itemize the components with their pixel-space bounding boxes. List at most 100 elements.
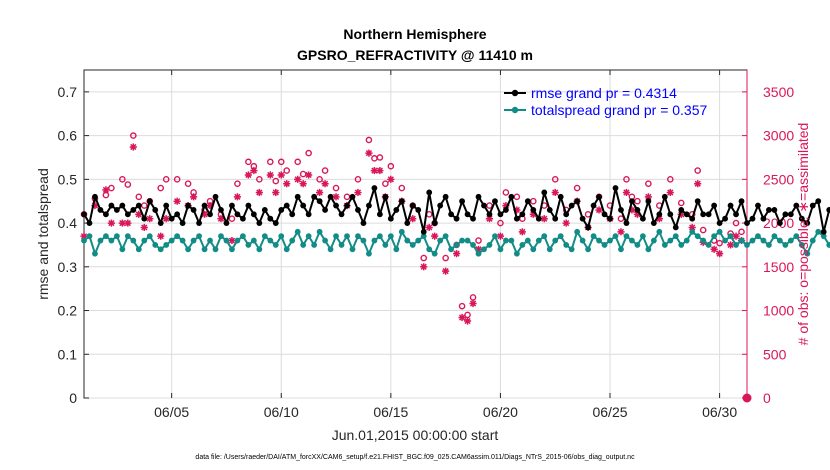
rmse-point-98: [618, 207, 624, 213]
rmse-point-78: [508, 193, 515, 200]
rmse-point-46: [333, 202, 339, 209]
rmse-series: [81, 185, 830, 235]
totalspread-point-113: [700, 237, 707, 244]
obs-assimilated-point-64: [617, 228, 625, 236]
rmse-point-60: [409, 202, 416, 209]
rmse-point-18: [179, 220, 186, 226]
obs-assimilated-point-17: [217, 215, 225, 223]
y-right-tick-label-5: 2500: [763, 171, 794, 187]
obs-possible-point-78: [732, 219, 740, 227]
totalspread-point-53: [371, 237, 378, 244]
totalspread-point-122: [749, 237, 756, 244]
rmse-point-0: [81, 211, 87, 218]
rmse-point-38: [289, 211, 296, 218]
y-right-tick-label-7: 3500: [763, 84, 794, 100]
rmse-point-107: [667, 211, 674, 218]
totalspread-point-3: [97, 237, 104, 244]
obs-assimilated-point-56: [529, 210, 537, 218]
totalspread-point-90: [574, 228, 581, 235]
totalspread-point-125: [766, 242, 772, 248]
rmse-point-76: [497, 211, 504, 218]
legend-rmse-marker: [511, 89, 519, 97]
obs-assimilated-point-4: [118, 219, 126, 227]
obs-assimilated-point-49: [469, 299, 477, 308]
rmse-point-79: [513, 215, 520, 222]
obs-assimilated-point-32: [332, 193, 340, 201]
obs-assimilated-point-22: [255, 188, 263, 197]
rmse-point-101: [634, 207, 641, 213]
totalspread-point-75: [492, 233, 498, 240]
obs-assimilated-point-36: [370, 166, 379, 175]
obs-possible-point-35: [365, 136, 373, 144]
rmse-point-44: [322, 207, 328, 213]
rmse-point-16: [168, 215, 175, 222]
obs-possible-point-40: [398, 184, 406, 192]
obs-assimilated-point-50: [474, 245, 483, 253]
obs-assimilated-point-29: [305, 171, 313, 179]
obs-outlier-marker: [742, 393, 752, 403]
totalspread-point-134: [815, 228, 822, 235]
x-axis-label: Jun.01,2015 00:00:00 start: [332, 427, 499, 443]
obs-assimilated-point-28: [299, 180, 307, 188]
rmse-point-9: [130, 207, 137, 213]
totalspread-point-19: [185, 246, 192, 253]
totalspread-point-4: [103, 233, 109, 240]
rmse-point-21: [196, 220, 202, 226]
x-tick-label-5: 06/30: [702, 404, 737, 420]
rmse-point-11: [141, 215, 148, 222]
obs-assimilated-point-57: [540, 215, 548, 223]
obs-assimilated-point-16: [206, 201, 214, 210]
rmse-point-125: [766, 207, 772, 213]
totalspread-point-80: [519, 242, 526, 248]
rmse-point-69: [459, 198, 465, 205]
totalspread-point-128: [782, 242, 789, 248]
rmse-point-1: [86, 220, 93, 226]
obs-assimilated-point-9: [146, 215, 154, 223]
rmse-point-43: [316, 198, 323, 205]
totalspread-point-136: [826, 242, 830, 248]
rmse-point-86: [552, 215, 559, 222]
rmse-point-15: [163, 202, 170, 209]
rmse-point-123: [755, 202, 761, 209]
rmse-point-17: [174, 211, 181, 218]
totalspread-point-14: [157, 246, 164, 253]
obs-possible-point-76: [716, 239, 723, 247]
obs-assimilated-point-77: [726, 241, 735, 249]
obs-possible-point-26: [283, 167, 291, 174]
totalspread-point-102: [639, 233, 646, 240]
chart-title-line-1: Northern Hemisphere: [343, 26, 486, 42]
legend-rmse-label: rmse grand pr = 0.4314: [531, 85, 677, 101]
rmse-point-96: [607, 215, 613, 222]
rmse-point-22: [201, 202, 208, 209]
y-left-tick-label-2: 0.2: [58, 303, 78, 319]
rmse-point-84: [541, 189, 548, 196]
rmse-point-117: [722, 215, 728, 222]
rmse-point-130: [793, 202, 800, 209]
obs-assimilated-point-5: [124, 219, 132, 227]
totalspread-point-59: [404, 237, 411, 244]
totalspread-point-8: [124, 233, 131, 240]
obs-possible-point-13: [184, 180, 192, 188]
rmse-point-40: [300, 202, 307, 209]
obs-assimilated-point-21: [250, 166, 258, 175]
totalspread-point-22: [201, 246, 208, 253]
rmse-point-28: [234, 211, 241, 218]
totalspread-point-33: [261, 233, 268, 240]
obs-possible-point-24: [272, 177, 280, 185]
totalspread-point-61: [415, 237, 422, 244]
totalspread-point-133: [809, 237, 816, 244]
rmse-point-127: [776, 220, 783, 226]
rmse-point-124: [760, 215, 767, 222]
rmse-point-61: [415, 207, 422, 213]
obs-possible-point-68: [645, 180, 652, 188]
rmse-point-72: [475, 193, 482, 200]
obs-possible-point-5: [124, 181, 132, 188]
totalspread-point-108: [672, 233, 679, 240]
y-right-tick-label-2: 1000: [763, 303, 794, 319]
obs-assimilated-point-45: [442, 267, 450, 275]
obs-possible-point-65: [623, 176, 630, 183]
totalspread-point-84: [541, 233, 548, 240]
totalspread-point-11: [141, 237, 148, 244]
obs-assimilated-point-54: [513, 206, 521, 214]
totalspread-point-60: [409, 242, 416, 248]
